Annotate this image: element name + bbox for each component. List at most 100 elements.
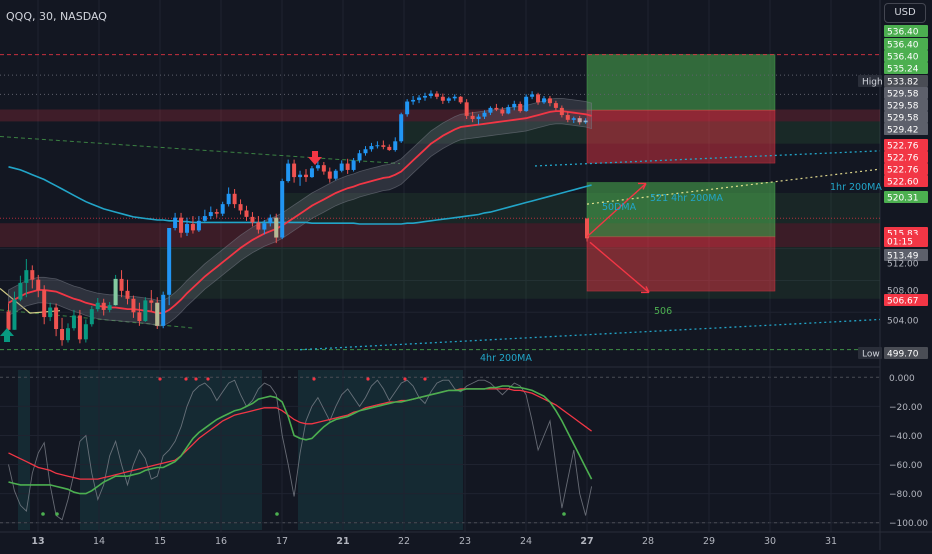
candle-80 — [482, 110, 487, 120]
price-label-11: 522.76 — [884, 139, 928, 152]
candle-body-94 — [565, 115, 570, 120]
candle-body-73 — [440, 96, 445, 101]
price-label-7: 529.58 — [884, 99, 928, 112]
candle-body-51 — [309, 168, 314, 178]
candle-body-90 — [542, 98, 546, 103]
ma-200-line — [8, 166, 592, 225]
price-label-box-3 — [884, 62, 928, 74]
price-label-text-10: 529.42 — [887, 126, 919, 136]
annotation-3: 506 — [654, 306, 672, 317]
candle-body-29 — [179, 217, 184, 233]
x-tick-label-12: 30 — [764, 536, 776, 547]
candle-59 — [357, 150, 362, 163]
osc-bottom-marker-3 — [562, 512, 566, 516]
x-tick-label-4: 17 — [276, 536, 288, 547]
candle-body-2 — [18, 282, 23, 300]
candle-body-46 — [280, 181, 285, 238]
candle-body-59 — [357, 153, 362, 161]
candle-44 — [268, 214, 273, 227]
candle-body-70 — [423, 95, 427, 98]
candle-17 — [107, 301, 112, 313]
highlight-candle-4 — [583, 120, 588, 123]
price-label-text-4: High — [862, 78, 883, 88]
price-label-8: 529.58 — [884, 111, 928, 124]
candle-40 — [244, 205, 249, 221]
projection-up-arrow — [586, 182, 647, 238]
candle-body-23 — [143, 300, 148, 322]
price-label-text-8: 529.58 — [887, 114, 919, 124]
candle-body-8 — [54, 307, 59, 330]
candle-63 — [381, 140, 386, 150]
osc-bottom-marker-1 — [55, 512, 59, 516]
price-label-text-24: 499.70 — [887, 350, 919, 360]
symbol-title[interactable]: QQQ, 30, NASDAQ — [6, 10, 107, 23]
candle-85 — [512, 100, 517, 111]
candle-body-42 — [256, 222, 261, 230]
x-tick-label-3: 16 — [215, 536, 227, 547]
candle-53 — [321, 161, 326, 175]
osc-top-marker-5 — [366, 377, 370, 381]
highlight-candle-2 — [274, 217, 279, 238]
demand-zone-mid — [282, 193, 880, 224]
price-label-text-0: 536.40 — [887, 28, 919, 38]
candle-body-87 — [524, 96, 529, 112]
candle-57 — [345, 158, 350, 174]
osc-bg-band-2 — [298, 370, 463, 530]
candle-body-14 — [89, 309, 94, 325]
osc-bg-band-1 — [80, 370, 262, 530]
candle-body-16 — [101, 302, 106, 310]
price-label-box-23 — [858, 347, 882, 359]
price-label-24: 499.70 — [884, 347, 928, 360]
x-tick-label-11: 29 — [703, 536, 715, 547]
candle-93 — [559, 105, 564, 118]
candle-body-81 — [488, 107, 493, 113]
candle-body-62 — [375, 145, 380, 147]
candle-56 — [339, 160, 344, 173]
candle-21 — [131, 295, 136, 318]
candle-27 — [167, 227, 172, 306]
highlight-candle-0 — [113, 278, 118, 306]
candle-body-75 — [452, 96, 457, 99]
candle-32 — [196, 216, 201, 232]
candle-74 — [446, 96, 451, 104]
candle-30 — [185, 217, 189, 236]
candle-body-72 — [434, 93, 439, 97]
candle-body-61 — [369, 146, 374, 150]
price-label-box-12 — [884, 151, 928, 163]
candle-body-55 — [333, 170, 338, 179]
candle-body-34 — [208, 212, 213, 217]
candle-26 — [161, 291, 166, 329]
candle-72 — [434, 91, 439, 100]
price-label-23: Low — [858, 347, 882, 360]
price-label-box-24 — [884, 347, 928, 359]
candle-body-5 — [36, 279, 41, 291]
candle-11 — [71, 309, 76, 331]
candle-body-89 — [536, 94, 541, 103]
price-label-1: 536.40 — [884, 38, 928, 51]
position-0-stop-zone — [586, 109, 776, 164]
x-tick-label-9: 27 — [580, 536, 593, 547]
position-1-stop-zone — [586, 236, 776, 292]
x-tick-label-0: 13 — [31, 536, 44, 547]
projection-down-head — [641, 286, 650, 294]
price-label-21: 506.67 — [884, 294, 928, 307]
candle-7 — [48, 302, 53, 322]
candle-50 — [304, 169, 308, 182]
price-label-text-20: 508.00 — [887, 287, 919, 297]
price-label-box-17 — [884, 235, 928, 247]
trend-50dma — [586, 168, 881, 205]
currency-button[interactable]: USD — [884, 3, 926, 23]
annotation-1: 521 4hr 200MA — [650, 193, 723, 204]
candle-body-58 — [351, 160, 356, 170]
position-0-target-zone — [586, 54, 776, 111]
candle-body-27 — [167, 227, 172, 295]
candle-body-63 — [381, 145, 386, 147]
price-label-box-0 — [884, 25, 928, 37]
price-label-text-12: 522.76 — [887, 154, 919, 164]
candle-47 — [286, 159, 291, 183]
candle-body-91 — [547, 98, 552, 104]
candle-6 — [42, 285, 47, 325]
candle-94 — [565, 111, 570, 123]
